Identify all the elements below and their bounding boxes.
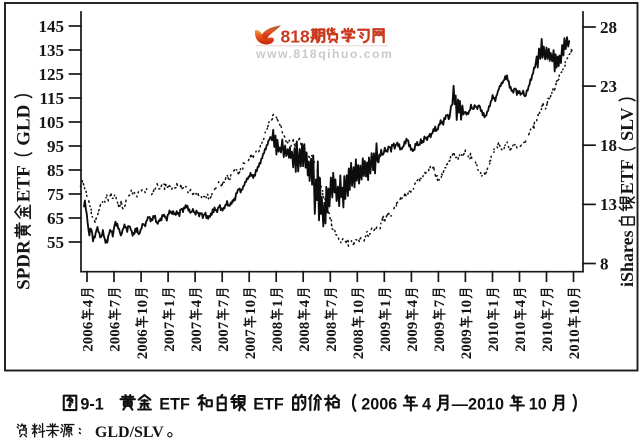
svg-text:2006: 2006 (108, 321, 124, 352)
svg-text:2008: 2008 (324, 322, 340, 352)
svg-text:7: 7 (216, 299, 232, 307)
svg-text:2010: 2010 (513, 322, 529, 352)
svg-text:8: 8 (600, 254, 609, 273)
svg-text:GLD/SLV: GLD/SLV (95, 424, 164, 441)
svg-text:7: 7 (324, 299, 340, 307)
svg-text:2010: 2010 (486, 322, 502, 352)
svg-text:7: 7 (108, 299, 124, 307)
svg-text:105: 105 (39, 113, 65, 132)
svg-text:10: 10 (529, 395, 547, 413)
svg-text:75: 75 (47, 185, 64, 204)
svg-text:4: 4 (189, 299, 205, 307)
svg-text:SPDR: SPDR (14, 240, 35, 290)
svg-text:65: 65 (47, 209, 64, 228)
svg-text:2006: 2006 (81, 321, 97, 352)
svg-text:2007: 2007 (189, 321, 205, 352)
svg-text:—: — (452, 395, 469, 413)
svg-text:2008: 2008 (297, 322, 313, 352)
svg-text:www.818qihuo.com: www.818qihuo.com (255, 47, 393, 61)
svg-text:13: 13 (600, 195, 617, 214)
svg-text:2009: 2009 (405, 322, 421, 352)
svg-text:4: 4 (405, 299, 421, 307)
svg-text:18: 18 (600, 136, 617, 155)
svg-text:4: 4 (513, 299, 529, 307)
svg-text:1: 1 (270, 300, 286, 308)
svg-text:2009: 2009 (459, 329, 475, 359)
svg-text:4: 4 (297, 299, 313, 307)
svg-text:4: 4 (81, 299, 97, 307)
svg-text:28: 28 (600, 18, 617, 37)
svg-text:1: 1 (486, 300, 502, 308)
svg-text:10: 10 (567, 300, 583, 315)
svg-text:2007: 2007 (216, 321, 232, 352)
svg-text:ETF: ETF (617, 159, 637, 194)
svg-text:2009: 2009 (378, 322, 394, 352)
svg-text:2010: 2010 (468, 395, 504, 413)
svg-text:ETF: ETF (14, 165, 35, 202)
svg-text:2007: 2007 (162, 321, 178, 352)
svg-text:2008: 2008 (351, 329, 367, 359)
svg-text:115: 115 (39, 89, 64, 108)
svg-text:9-1: 9-1 (80, 395, 103, 413)
svg-text:GLD: GLD (14, 105, 35, 146)
svg-text:55: 55 (47, 233, 64, 252)
svg-text:2007: 2007 (243, 329, 259, 360)
svg-text:125: 125 (39, 65, 65, 84)
svg-text:135: 135 (39, 41, 65, 60)
svg-text:818: 818 (281, 27, 310, 47)
svg-text:2010: 2010 (540, 322, 556, 352)
svg-text:7: 7 (540, 299, 556, 307)
svg-text:ETF: ETF (159, 395, 190, 413)
svg-text:10: 10 (135, 300, 151, 315)
svg-text:2009: 2009 (432, 322, 448, 352)
svg-text:10: 10 (243, 300, 259, 315)
svg-text:1: 1 (162, 300, 178, 308)
svg-text:10: 10 (459, 300, 475, 315)
svg-text:23: 23 (600, 77, 617, 96)
svg-text:10: 10 (351, 300, 367, 315)
svg-text:2008: 2008 (270, 322, 286, 352)
svg-text:145: 145 (39, 17, 65, 36)
svg-text:iShares: iShares (617, 230, 637, 287)
svg-text:1: 1 (378, 300, 394, 308)
svg-text:85: 85 (47, 161, 64, 180)
svg-text:2006: 2006 (135, 329, 151, 360)
svg-text:7: 7 (432, 299, 448, 307)
svg-text:2010: 2010 (567, 329, 583, 359)
svg-text:SLV: SLV (617, 107, 637, 140)
svg-text:2006: 2006 (361, 395, 397, 413)
svg-text:ETF: ETF (253, 395, 284, 413)
svg-text:95: 95 (47, 137, 64, 156)
svg-text:4: 4 (422, 395, 431, 413)
